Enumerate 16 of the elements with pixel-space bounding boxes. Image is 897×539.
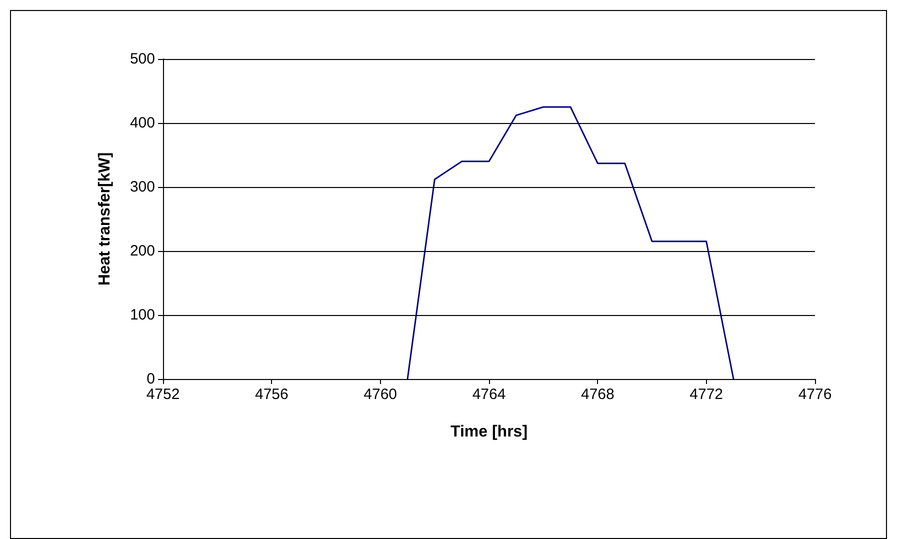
y-axis-title: Heat transfer[kW]	[96, 152, 114, 286]
y-tick-label: 100	[130, 306, 155, 324]
x-axis-title: Time [hrs]	[450, 424, 528, 440]
y-tick-label: 300	[130, 178, 155, 196]
x-tick-label: 4772	[690, 386, 724, 403]
x-tick-label: 4768	[580, 386, 614, 403]
y-tick-label: 0	[146, 370, 155, 388]
y-tick-label: 200	[130, 242, 155, 260]
x-tick-label: 4776	[798, 386, 832, 403]
y-tick-label: 500	[130, 50, 155, 68]
x-tick-label: 4756	[254, 386, 288, 403]
x-tick-label: 4752	[146, 386, 180, 403]
x-tick-label: 4760	[364, 386, 398, 403]
line-series	[406, 106, 734, 380]
x-tick-label: 4764	[472, 386, 506, 403]
y-tick-label: 400	[130, 114, 155, 132]
